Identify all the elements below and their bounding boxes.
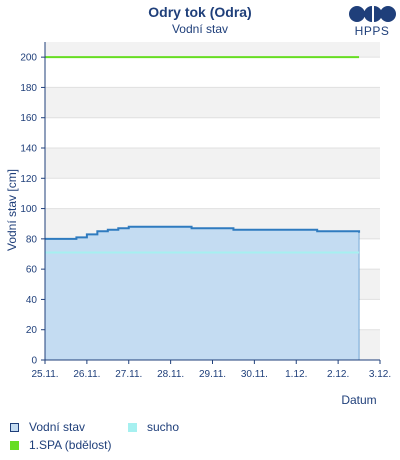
- x-tick-label: 27.11.: [115, 369, 142, 380]
- water-level-line: [45, 225, 361, 240]
- y-tick-label: 200: [20, 53, 37, 64]
- y-tick-label: 60: [26, 265, 38, 276]
- y-tick-labels: 0 20 40 60 80 100 120 140 160 180 200: [20, 53, 37, 367]
- y-tick-label: 160: [20, 113, 37, 124]
- grid-band: [45, 87, 380, 118]
- y-tick-label: 120: [20, 174, 37, 185]
- x-tick-labels: 25.11. 26.11. 27.11. 28.11. 29.11. 30.11. 1.12…: [31, 369, 391, 380]
- axes: [41, 42, 381, 364]
- legend-item-spa1[interactable]: 1.SPA (bdělost): [10, 438, 112, 452]
- y-tick-label: 80: [26, 234, 38, 245]
- y-tick-label: 100: [20, 204, 37, 215]
- series-layer: [45, 56, 361, 360]
- y-tick-label: 0: [31, 356, 37, 367]
- water-level-chart: 0 20 40 60 80 100 120 140 160 180 200 25.11. 26.11.…: [5, 42, 391, 407]
- legend-item-water-level[interactable]: Vodní stav: [10, 420, 85, 434]
- y-tick-label: 140: [20, 144, 37, 155]
- x-tick-label: 29.11.: [199, 369, 226, 380]
- legend-label-water-level: Vodní stav: [29, 420, 86, 434]
- y-axis-label: Vodní stav [cm]: [5, 169, 19, 251]
- legend-label-drought: sucho: [147, 420, 180, 434]
- y-tick-label: 40: [26, 295, 38, 306]
- y-tick-label: 20: [26, 325, 38, 336]
- x-axis-label: Datum: [341, 393, 376, 407]
- water-level-area: [45, 226, 360, 360]
- y-tick-label: 180: [20, 83, 37, 94]
- legend-swatch-spa1: [10, 440, 19, 450]
- x-tick-label: 25.11.: [31, 369, 58, 380]
- logo-circles-icon: [349, 6, 396, 22]
- legend-label-spa1: 1.SPA (bdělost): [29, 438, 112, 452]
- x-tick-label: 26.11.: [73, 369, 100, 380]
- legend-swatch-drought: [128, 422, 137, 432]
- x-tick-label: 30.11.: [241, 369, 268, 380]
- legend-swatch-water-level: [10, 422, 19, 432]
- legend: Vodní stav sucho 1.SPA (bdělost): [10, 420, 400, 460]
- x-tick-label: 1.12.: [285, 369, 307, 380]
- hpps-logo: HPPS: [348, 6, 396, 40]
- chart-title: Odry tok (Odra): [148, 4, 252, 20]
- logo-text: HPPS: [354, 24, 390, 38]
- grid-band: [45, 148, 380, 179]
- x-tick-label: 2.12.: [327, 369, 349, 380]
- x-tick-label: 3.12.: [369, 369, 391, 380]
- chart-subtitle: Vodní stav: [171, 22, 229, 36]
- legend-item-drought[interactable]: sucho: [128, 420, 179, 434]
- x-tick-label: 28.11.: [157, 369, 184, 380]
- grid-band: [45, 42, 380, 58]
